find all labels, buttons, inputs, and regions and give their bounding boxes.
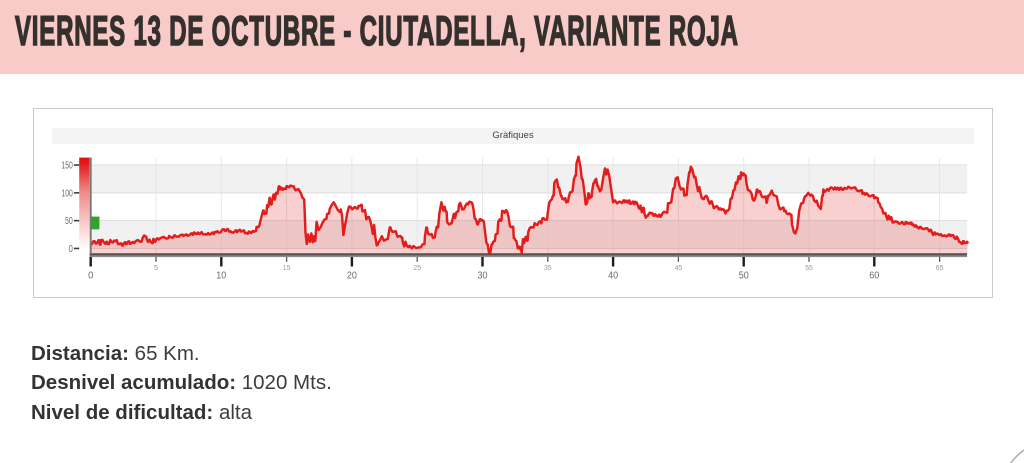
- svg-text:50: 50: [65, 216, 73, 227]
- svg-text:5: 5: [154, 263, 158, 272]
- svg-text:20: 20: [347, 271, 357, 282]
- svg-text:30: 30: [478, 271, 488, 282]
- svg-text:50: 50: [739, 271, 749, 282]
- svg-text:0: 0: [88, 271, 94, 282]
- svg-text:150: 150: [61, 160, 73, 171]
- svg-text:65: 65: [936, 263, 944, 272]
- svg-text:35: 35: [544, 263, 552, 272]
- svg-text:100: 100: [61, 188, 73, 199]
- svg-text:45: 45: [675, 263, 683, 272]
- svg-text:15: 15: [283, 263, 291, 272]
- svg-text:60: 60: [869, 271, 879, 282]
- svg-text:40: 40: [608, 271, 618, 282]
- svg-text:25: 25: [413, 263, 421, 272]
- svg-text:10: 10: [216, 271, 226, 282]
- svg-text:0: 0: [69, 244, 74, 255]
- svg-text:55: 55: [805, 263, 813, 272]
